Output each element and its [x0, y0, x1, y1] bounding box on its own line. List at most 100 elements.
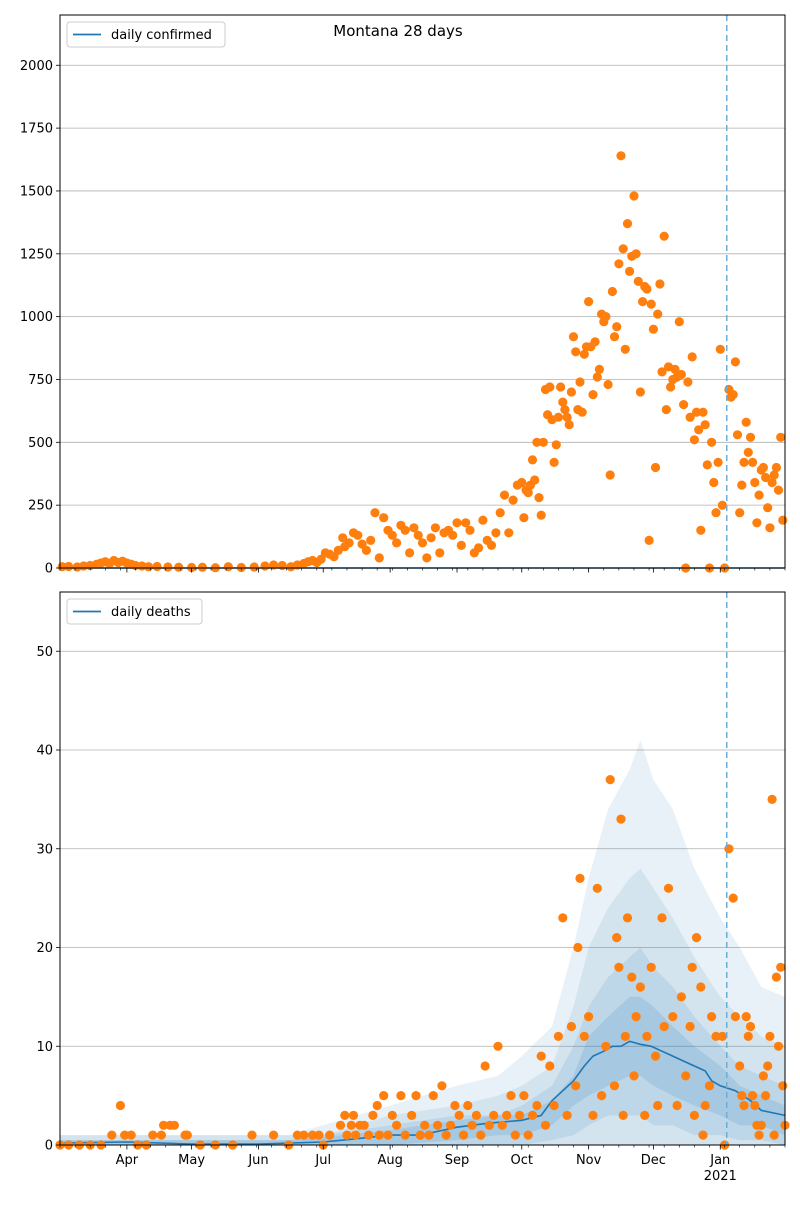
data-point	[536, 510, 546, 520]
data-point	[674, 317, 684, 327]
data-point	[387, 1110, 397, 1120]
data-point	[687, 352, 697, 362]
data-point	[594, 364, 605, 374]
y-tick-label: 20	[36, 941, 53, 956]
data-point	[745, 432, 756, 442]
legend-box	[66, 21, 226, 48]
data-point	[741, 1012, 751, 1022]
data-point	[532, 437, 542, 447]
x-tick-label: Apr	[116, 1153, 139, 1168]
data-point	[374, 553, 384, 563]
x-tick-label: Jan	[709, 1153, 730, 1168]
data-point	[489, 1110, 499, 1120]
data-point	[174, 562, 184, 572]
data-point	[735, 508, 745, 518]
x-tick-label: May	[178, 1153, 205, 1168]
data-point	[568, 332, 579, 342]
data-point	[640, 1110, 650, 1120]
data-point	[700, 1100, 710, 1111]
data-point	[527, 455, 538, 465]
data-point	[372, 1100, 382, 1111]
data-point	[545, 1061, 555, 1071]
data-point	[709, 477, 719, 488]
data-point	[771, 972, 782, 982]
data-point	[579, 349, 589, 359]
data-point	[730, 357, 741, 367]
data-point	[763, 1061, 773, 1071]
deaths-panel: 0 10 20 30 40 50 Apr May Jun Jul Aug Sep Oct Nov Dec J…	[36, 591, 790, 1184]
data-point	[631, 249, 641, 259]
data-point	[551, 440, 561, 450]
data-point	[670, 364, 680, 374]
data-point	[707, 1012, 717, 1022]
data-point	[728, 893, 738, 903]
data-point	[732, 430, 743, 440]
data-point	[405, 548, 415, 558]
x-tick-label: Dec	[641, 1153, 666, 1168]
data-point	[426, 533, 436, 543]
data-point	[687, 962, 697, 972]
data-point	[597, 1091, 607, 1101]
data-point	[562, 412, 572, 422]
data-point	[750, 477, 760, 488]
data-point	[564, 420, 574, 430]
y-tick-label: 1750	[20, 122, 53, 137]
data-point	[353, 530, 363, 540]
data-point	[260, 561, 270, 571]
data-point	[549, 1100, 559, 1111]
data-point	[629, 191, 639, 201]
data-point	[493, 1041, 503, 1051]
data-point	[776, 962, 786, 972]
y-tick-label: 750	[28, 373, 53, 388]
data-point	[538, 437, 548, 447]
data-point	[437, 1081, 447, 1091]
data-point	[646, 299, 656, 309]
data-point	[247, 1130, 257, 1140]
data-point	[590, 337, 600, 347]
confirmed-legend: daily confirmed	[66, 21, 226, 48]
x-tick-label: Nov	[576, 1153, 602, 1168]
data-point	[463, 1100, 473, 1111]
data-point	[642, 1031, 652, 1041]
data-point	[249, 562, 259, 572]
data-point	[691, 933, 702, 943]
deaths-points	[55, 775, 790, 1150]
data-point	[407, 1110, 417, 1120]
y-tick-label: 500	[28, 436, 53, 451]
data-point	[120, 1130, 130, 1140]
data-point	[64, 561, 74, 572]
data-point	[392, 1120, 402, 1130]
data-point	[773, 1041, 784, 1051]
data-point	[435, 548, 445, 558]
data-point	[346, 1120, 356, 1130]
data-point	[622, 219, 633, 229]
data-point	[657, 367, 667, 377]
data-point	[650, 462, 661, 473]
data-point	[702, 460, 712, 470]
data-point	[383, 1130, 393, 1140]
data-point	[269, 560, 279, 570]
data-point	[717, 500, 728, 510]
data-point	[504, 528, 514, 538]
data-point	[679, 400, 689, 410]
data-point	[750, 1100, 760, 1111]
data-point	[620, 344, 630, 354]
data-point	[715, 344, 725, 354]
x-tick-label: Oct	[511, 1153, 533, 1168]
data-point	[107, 1130, 117, 1140]
data-point	[566, 387, 577, 397]
data-point	[627, 972, 637, 982]
data-point	[735, 1061, 745, 1071]
data-point	[379, 513, 389, 523]
data-point	[653, 1100, 663, 1111]
confirmed-x-ticks	[59, 568, 786, 573]
data-point	[655, 279, 665, 289]
data-point	[115, 1100, 125, 1111]
data-point	[527, 1110, 538, 1120]
data-point	[592, 372, 602, 382]
data-point	[638, 297, 648, 307]
data-point	[614, 259, 624, 269]
x-tick-label: Sep	[445, 1153, 470, 1168]
